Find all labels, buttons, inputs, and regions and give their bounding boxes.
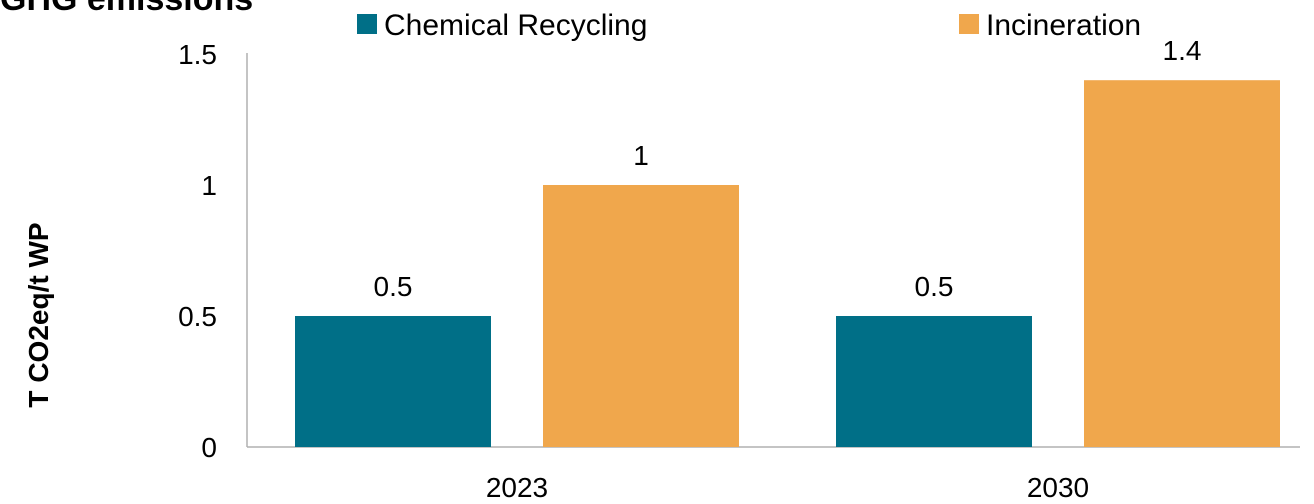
data-label-incineration-2030: 1.4 <box>1163 35 1202 66</box>
y-tick-0-5: 0.5 <box>178 301 217 332</box>
bar-chemical-recycling-2030 <box>836 316 1032 447</box>
data-label-chemical-recycling-2030: 0.5 <box>915 271 954 302</box>
x-tick-2030: 2030 <box>1027 472 1089 503</box>
legend-swatch-chemical-recycling <box>357 14 377 34</box>
y-axis-label: T CO2eq/t WP <box>23 222 54 407</box>
chart-title: GHG emissions <box>0 0 253 18</box>
legend-swatch-incineration <box>959 14 979 34</box>
bar-incineration-2030 <box>1084 80 1280 447</box>
y-tick-1: 1 <box>201 170 217 201</box>
bar-incineration-2023 <box>543 185 739 447</box>
data-label-chemical-recycling-2023: 0.5 <box>374 271 413 302</box>
data-label-incineration-2023: 1 <box>633 140 649 171</box>
bar-chemical-recycling-2023 <box>295 316 491 447</box>
legend-label-incineration: Incineration <box>986 9 1141 42</box>
y-tick-0: 0 <box>201 432 217 463</box>
legend-label-chemical-recycling: Chemical Recycling <box>384 9 647 42</box>
y-tick-1-5: 1.5 <box>178 39 217 70</box>
x-tick-2023: 2023 <box>486 472 548 503</box>
